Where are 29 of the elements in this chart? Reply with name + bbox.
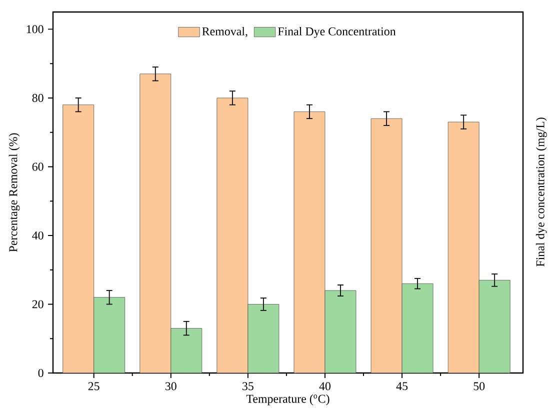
legend-label: Final Dye Concentration — [278, 27, 396, 38]
bar — [294, 112, 325, 373]
x-axis-title: Temperature ($^{o}$C) — [246, 394, 330, 406]
y-tick-label: 0 — [38, 368, 44, 378]
bar — [478, 280, 510, 373]
y-tick-label: 40 — [32, 231, 44, 240]
y-tick-label: 60 — [32, 162, 44, 171]
bar — [402, 284, 434, 373]
bar — [94, 297, 125, 373]
x-tick-label: 40 — [319, 382, 330, 390]
bar — [170, 328, 202, 373]
bar — [140, 74, 171, 373]
bar — [248, 304, 279, 373]
bar — [216, 98, 248, 373]
legend-label: Removal, — [202, 27, 248, 38]
x-tick-label: 50 — [474, 382, 485, 390]
y2-axis-title: Final dye concentration (mg/L) — [536, 118, 547, 267]
bar — [324, 290, 356, 373]
y-tick-label: 100 — [26, 25, 44, 34]
bar — [448, 122, 480, 373]
bar — [371, 118, 402, 373]
x-tick-label: 45 — [396, 382, 408, 390]
x-tick-label: 30 — [165, 382, 176, 390]
y-tick-label: 20 — [32, 300, 44, 308]
x-tick-label: 35 — [242, 382, 254, 390]
x-tick-label: 25 — [88, 382, 100, 390]
bar — [62, 104, 94, 373]
y-axis-title: Percentage Removal (%) — [8, 133, 20, 252]
y-tick-label: 80 — [32, 94, 44, 102]
